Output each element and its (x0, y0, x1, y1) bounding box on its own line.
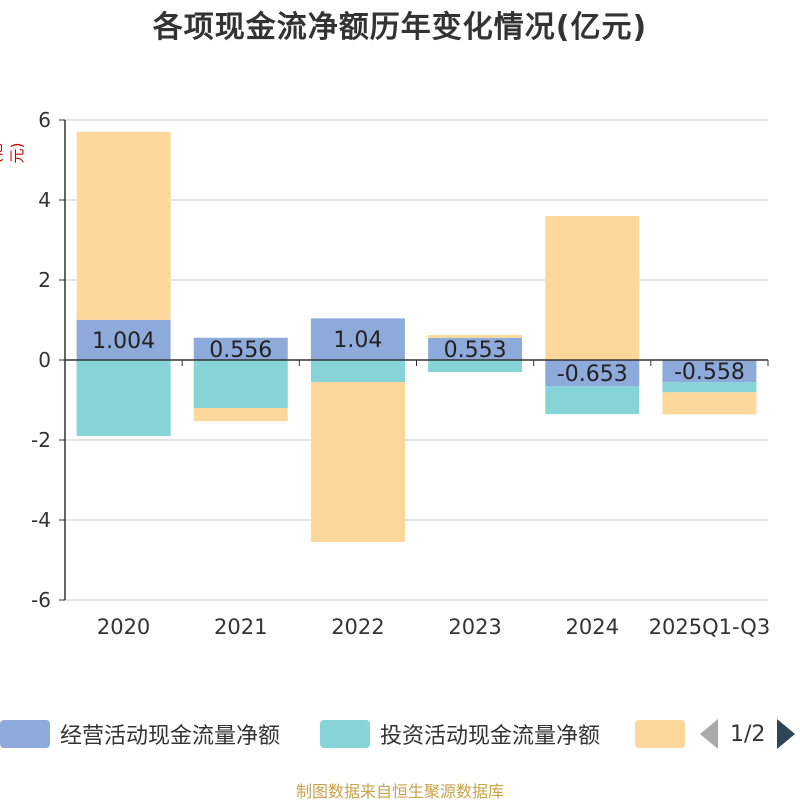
legend-pager: 1/2 (700, 714, 796, 754)
legend-item-investing[interactable]: 投资活动现金流量净额 (320, 714, 600, 754)
x-category-label-2025Q1-Q3: 2025Q1-Q3 (649, 615, 771, 639)
bar-0-2020 (76, 319, 171, 360)
data-source-note: 制图数据来自恒生聚源数据库 (295, 782, 504, 801)
chart-title: 各项现金流净额历年变化情况(亿元) (152, 10, 648, 45)
bar-0-2022 (310, 318, 405, 360)
legend-item-operating[interactable]: 经营活动现金流量净额 (0, 714, 280, 754)
bar-0-2025Q1-Q3 (662, 360, 757, 383)
data-label-2023: 0.553 (444, 338, 507, 363)
bar-1-2023 (428, 360, 523, 372)
bar-2-2021 (193, 408, 288, 422)
bar-2-2020 (76, 131, 171, 320)
data-label-2024: -0.653 (557, 362, 628, 387)
legend-item-financing[interactable] (635, 714, 685, 754)
bar-2-2022 (310, 382, 405, 542)
legend-label-operating: 经营活动现金流量净额 (60, 724, 281, 749)
bar-0-2023 (428, 337, 523, 360)
x-category-label-2021: 2021 (214, 615, 267, 639)
stacked-bar-chart: 6 4 2 0 -2 -4 -6 1.004 0.556 1.04 0.553 -0.653 -0.55… (31, 108, 771, 639)
bar-0-2024 (545, 360, 640, 387)
data-label-2025Q1-Q3: -0.558 (674, 360, 745, 385)
bar-1-2025Q1-Q3 (662, 382, 757, 393)
legend-swatch-financing (635, 720, 685, 748)
y-tick-label: 2 (38, 268, 51, 292)
y-tick-label: -2 (31, 428, 51, 452)
bar-1-2021 (193, 360, 288, 408)
x-category-label-2023: 2023 (448, 615, 501, 639)
legend-swatch-investing (320, 720, 370, 748)
legend-next-page-icon[interactable] (777, 719, 796, 749)
bar-1-2020 (76, 360, 171, 436)
data-label-2022: 1.04 (333, 328, 382, 353)
bar-2-2025Q1-Q3 (662, 392, 757, 415)
legend-label-investing: 投资活动现金流量净额 (380, 724, 601, 749)
data-label-2020: 1.004 (92, 329, 155, 354)
legend-page-indicator: 1/2 (730, 721, 766, 747)
x-category-label-2022: 2022 (331, 615, 384, 639)
bar-2-2024 (545, 216, 640, 360)
bar-1-2022 (310, 360, 405, 382)
bar-0-2021 (193, 337, 288, 360)
y-tick-label: 6 (38, 108, 51, 132)
bar-1-2024 (545, 386, 640, 415)
data-label-2021: 0.556 (209, 338, 272, 363)
y-tick-label: -6 (31, 588, 51, 612)
bar-2-2023 (428, 335, 523, 338)
y-tick-label: 0 (38, 348, 51, 372)
x-category-label-2024: 2024 (566, 615, 619, 639)
legend-swatch-operating (0, 720, 50, 748)
x-category-label-2020: 2020 (97, 615, 150, 639)
legend-prev-page-icon[interactable] (700, 719, 718, 749)
y-tick-label: 4 (38, 188, 51, 212)
legend: 经营活动现金流量净额 投资活动现金流量净额 1/2 (0, 714, 800, 754)
y-tick-label: -4 (31, 508, 51, 532)
